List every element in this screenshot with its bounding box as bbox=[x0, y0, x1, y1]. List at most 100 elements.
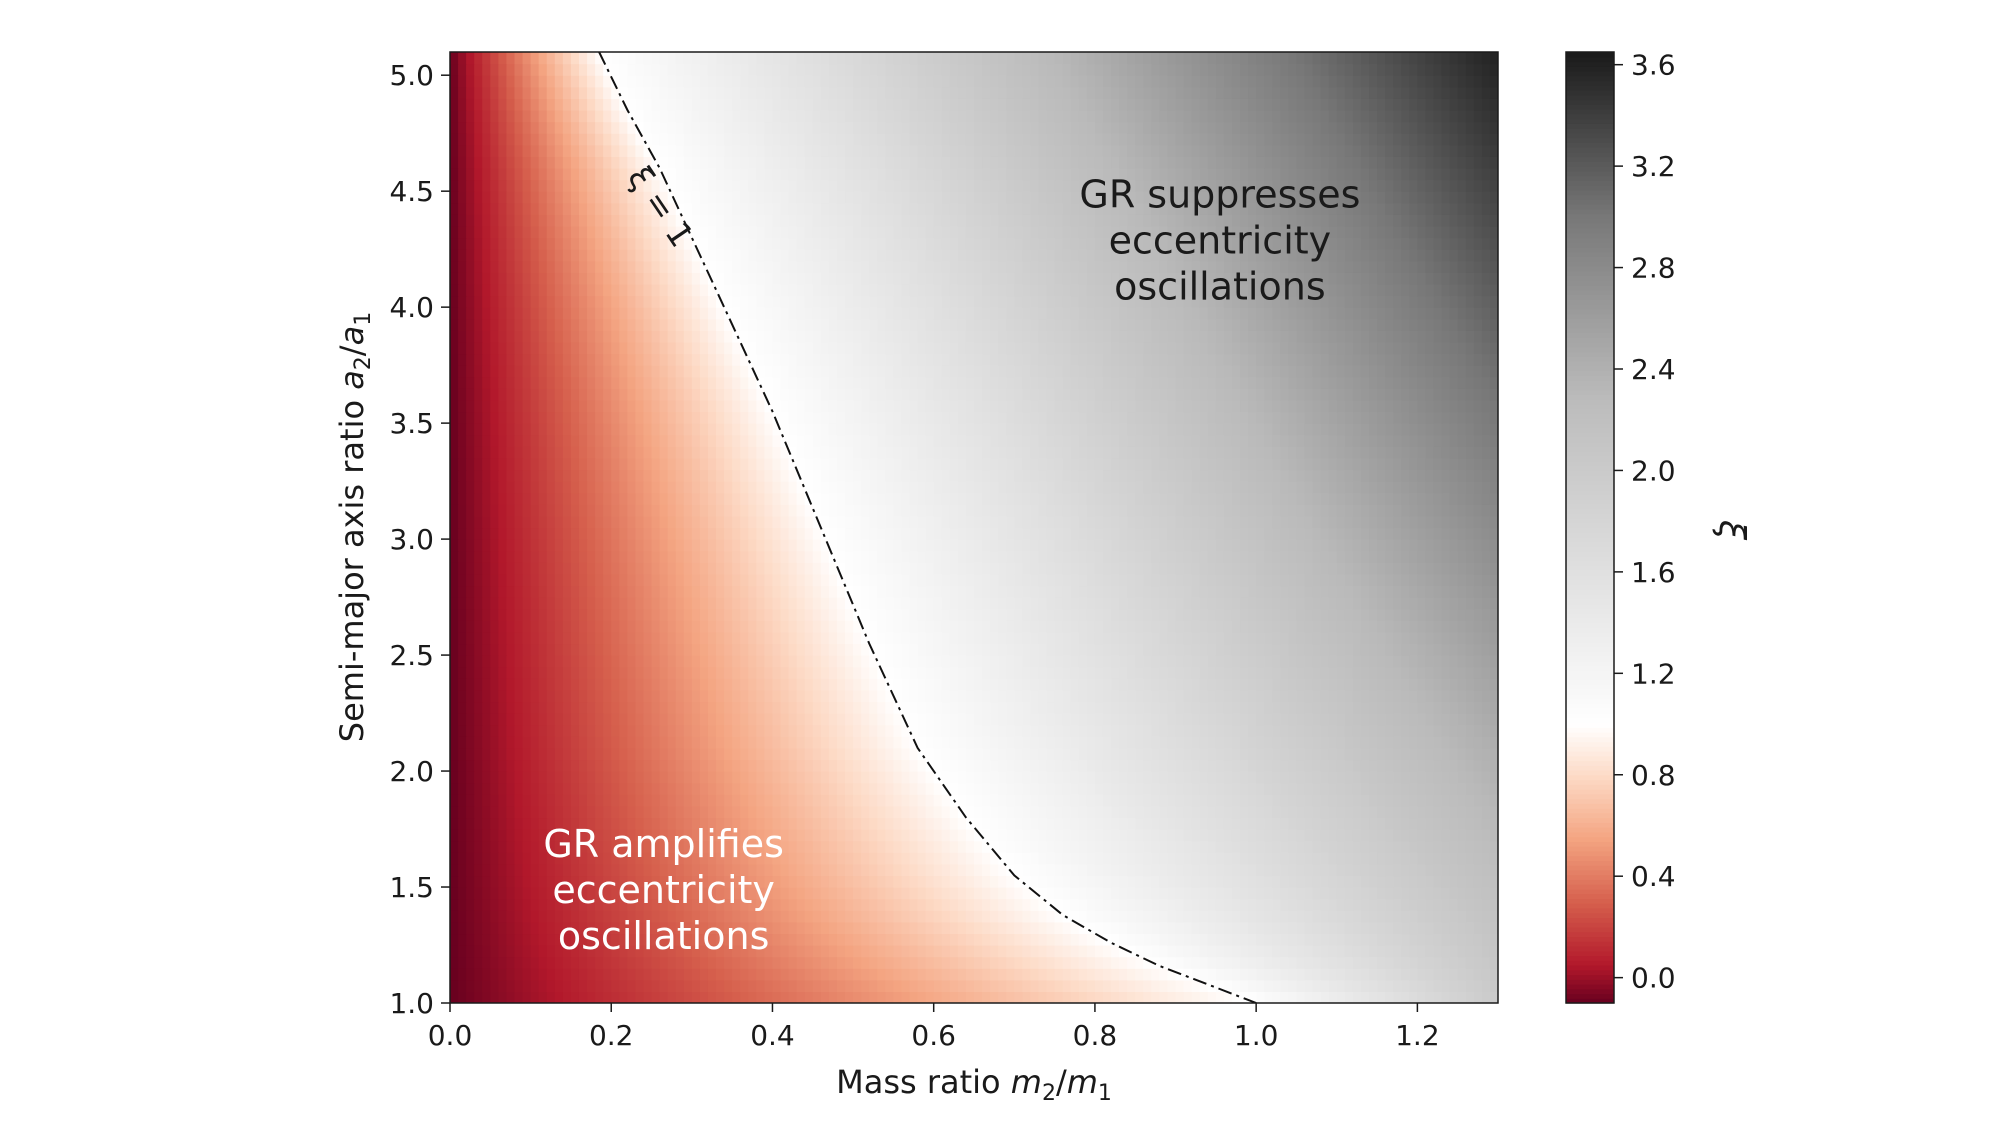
heatmap-cell bbox=[530, 852, 540, 865]
heatmap-cell bbox=[1183, 805, 1193, 819]
heatmap-cell bbox=[941, 910, 951, 923]
heatmap-cell bbox=[450, 666, 459, 679]
heatmap-cell bbox=[1473, 840, 1483, 853]
heatmap-cell bbox=[1336, 863, 1346, 877]
heatmap-cell bbox=[1288, 805, 1298, 819]
heatmap-cell bbox=[707, 910, 717, 923]
heatmap-cell bbox=[812, 713, 822, 726]
heatmap-cell bbox=[1296, 933, 1306, 946]
heatmap-cell bbox=[514, 875, 524, 888]
heatmap-cell bbox=[1191, 631, 1201, 645]
heatmap-cell bbox=[1030, 562, 1040, 575]
heatmap-cell bbox=[1111, 956, 1120, 969]
heatmap-cell bbox=[1304, 562, 1314, 575]
heatmap-cell bbox=[1449, 655, 1459, 668]
heatmap-cell bbox=[1102, 724, 1112, 737]
heatmap-cell bbox=[1143, 875, 1152, 888]
heatmap-cell bbox=[1094, 805, 1104, 819]
heatmap-cell bbox=[1199, 840, 1209, 853]
heatmap-cell bbox=[1167, 643, 1177, 656]
heatmap-cell bbox=[1135, 724, 1144, 737]
heatmap-cell bbox=[740, 805, 749, 819]
heatmap-cell bbox=[885, 817, 894, 830]
heatmap-cell bbox=[748, 840, 757, 853]
heatmap-cell bbox=[1425, 805, 1435, 819]
heatmap-cell bbox=[1481, 817, 1491, 830]
heatmap-cell bbox=[1473, 585, 1483, 598]
heatmap-cell bbox=[1215, 713, 1225, 726]
heatmap-cell bbox=[812, 573, 822, 587]
heatmap-cell bbox=[1070, 689, 1080, 703]
heatmap-cell bbox=[578, 956, 588, 969]
heatmap-cell bbox=[1223, 945, 1233, 958]
heatmap-cell bbox=[901, 724, 911, 737]
heatmap-cell bbox=[1183, 991, 1193, 1003]
heatmap-cell bbox=[764, 979, 774, 992]
heatmap-cell bbox=[845, 840, 854, 853]
heatmap-cell bbox=[1352, 945, 1362, 958]
heatmap-cell bbox=[1320, 933, 1330, 946]
heatmap-cell bbox=[909, 887, 919, 900]
heatmap-cell bbox=[893, 620, 903, 633]
heatmap-cell bbox=[828, 956, 838, 969]
heatmap-cell bbox=[1127, 875, 1136, 888]
heatmap-cell bbox=[748, 887, 757, 900]
heatmap-cell bbox=[869, 863, 878, 877]
heatmap-cell bbox=[1135, 736, 1144, 749]
heatmap-cell bbox=[756, 689, 765, 703]
heatmap-cell bbox=[1473, 863, 1483, 877]
heatmap-cell bbox=[1336, 759, 1346, 772]
heatmap-cell bbox=[772, 655, 782, 668]
heatmap-cell bbox=[1046, 805, 1056, 819]
heatmap-cell bbox=[812, 759, 822, 772]
heatmap-cell bbox=[716, 713, 725, 726]
heatmap-cell bbox=[466, 782, 475, 795]
heatmap-cell bbox=[796, 805, 806, 819]
heatmap-cell bbox=[1078, 921, 1088, 935]
heatmap-cell bbox=[1175, 933, 1185, 946]
heatmap-cell bbox=[1320, 968, 1330, 981]
heatmap-cell bbox=[1288, 875, 1298, 888]
heatmap-cell bbox=[1489, 968, 1498, 981]
heatmap-cell bbox=[828, 771, 838, 784]
heatmap-cell bbox=[458, 956, 467, 969]
heatmap-cell bbox=[659, 689, 669, 703]
heatmap-cell bbox=[506, 991, 516, 1003]
heatmap-cell bbox=[490, 759, 499, 772]
heatmap-cell bbox=[756, 782, 765, 795]
heatmap-cell bbox=[804, 643, 814, 656]
heatmap-cell bbox=[820, 979, 830, 992]
heatmap-cell bbox=[1054, 701, 1064, 714]
heatmap-cell bbox=[1457, 817, 1467, 830]
heatmap-cell bbox=[901, 875, 911, 888]
heatmap-cell bbox=[1489, 782, 1498, 795]
heatmap-cell bbox=[699, 898, 709, 911]
heatmap-cell bbox=[651, 771, 661, 784]
heatmap-cell bbox=[1369, 979, 1378, 992]
heatmap-cell bbox=[498, 817, 508, 830]
heatmap-cell bbox=[482, 852, 491, 865]
heatmap-cell bbox=[998, 910, 1007, 923]
heatmap-cell bbox=[1481, 643, 1491, 656]
heatmap-cell bbox=[554, 655, 564, 668]
heatmap-cell bbox=[1312, 910, 1322, 923]
heatmap-cell bbox=[957, 875, 967, 888]
heatmap-cell bbox=[514, 829, 524, 842]
heatmap-cell bbox=[1288, 782, 1298, 795]
heatmap-cell bbox=[1207, 573, 1217, 587]
heatmap-cell bbox=[1328, 759, 1338, 772]
heatmap-cell bbox=[1215, 863, 1225, 877]
heatmap-cell bbox=[619, 933, 628, 946]
heatmap-cell bbox=[828, 829, 838, 842]
heatmap-cell bbox=[1288, 852, 1298, 865]
heatmap-cell bbox=[1409, 701, 1418, 714]
heatmap-cell bbox=[925, 794, 935, 807]
heatmap-cell bbox=[1006, 956, 1015, 969]
heatmap-cell bbox=[562, 956, 572, 969]
heatmap-cell bbox=[538, 979, 548, 992]
heatmap-cell bbox=[699, 979, 709, 992]
heatmap-cell bbox=[1369, 817, 1378, 830]
heatmap-cell bbox=[1425, 933, 1435, 946]
heatmap-cell bbox=[1425, 991, 1435, 1003]
heatmap-cell bbox=[1207, 620, 1217, 633]
